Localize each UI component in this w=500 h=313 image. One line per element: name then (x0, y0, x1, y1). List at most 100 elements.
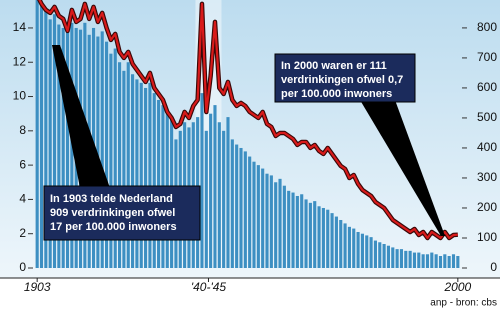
bar (412, 252, 417, 268)
bar (265, 173, 269, 268)
bar (278, 178, 282, 268)
bar (391, 247, 395, 268)
bar (148, 82, 152, 268)
bar (109, 53, 113, 269)
y2-tick-label: 200 (477, 200, 497, 214)
bar (321, 207, 325, 268)
bar (118, 62, 122, 268)
bar (239, 147, 243, 268)
bar (230, 139, 234, 268)
bar (339, 219, 343, 268)
bar (404, 250, 408, 268)
bar (417, 252, 421, 268)
pointer (360, 100, 445, 236)
bar (334, 216, 338, 268)
bar (308, 202, 312, 268)
y-tick-label: 6 (19, 157, 26, 171)
pointer (52, 45, 110, 188)
annotation-text: 17 per 100.000 inwoners (50, 221, 177, 233)
bar (287, 190, 291, 268)
bar (295, 195, 299, 268)
bar (360, 233, 364, 268)
bar (113, 48, 117, 269)
bar (222, 130, 226, 268)
y-tick-label: 0 (19, 260, 26, 274)
bar (135, 79, 139, 268)
bar (269, 175, 273, 268)
y-tick-label: 10 (13, 89, 27, 103)
bar (131, 74, 135, 268)
bar (425, 254, 430, 268)
bar (96, 36, 100, 269)
source: anp - bron: cbs (430, 298, 497, 309)
bar (330, 213, 334, 268)
bar (382, 243, 386, 268)
bar (395, 249, 399, 268)
y-tick-label: 4 (19, 192, 26, 206)
x-tick-label: 1903 (24, 280, 51, 294)
bar (126, 62, 130, 268)
bar (44, 10, 48, 268)
bar (243, 151, 247, 268)
bar (369, 237, 373, 268)
y2-tick-label: 700 (477, 50, 497, 64)
line (38, 0, 458, 240)
bar (65, 31, 70, 269)
bar (57, 24, 61, 268)
bar (152, 93, 156, 269)
bar (200, 93, 204, 269)
x-tick-label: 2000 (443, 280, 471, 294)
bar (261, 168, 265, 268)
annotation-text: 909 verdrinkingen ofwel (50, 207, 175, 219)
annotations: In 1903 telde Nederland 909 verdrinkingen… (43, 45, 445, 241)
bar (386, 245, 391, 268)
annotation-text: per 100.000 inwoners (281, 88, 392, 100)
annotation-text: In 1903 telde Nederland (50, 193, 173, 205)
bar (421, 254, 425, 268)
bar (373, 240, 377, 268)
y-tick-label: 2 (19, 226, 26, 240)
bar (144, 87, 148, 268)
bar (347, 226, 351, 268)
bar (122, 70, 126, 269)
bar (456, 255, 460, 268)
annotation-text: verdrinkingen ofwel 0,7 (281, 74, 403, 86)
bar (248, 156, 252, 268)
bar (300, 194, 304, 268)
bar (352, 228, 356, 268)
y2-tick-label: 0 (490, 260, 497, 274)
bar (35, 0, 39, 268)
bar (447, 255, 451, 268)
bar (434, 254, 438, 268)
y-tick-label: 14 (13, 20, 27, 34)
bar (274, 182, 278, 268)
bar (378, 242, 382, 268)
annotation-box (43, 185, 201, 241)
y-tick-label: 8 (19, 123, 26, 137)
y2-tick-label: 300 (477, 170, 497, 184)
bar (104, 41, 109, 268)
bar (39, 2, 44, 269)
bar (317, 206, 321, 268)
bar (52, 14, 57, 269)
bar (213, 105, 217, 268)
bar (252, 161, 256, 268)
y2-tick-label: 100 (477, 230, 497, 244)
y2-tick-label: 800 (477, 20, 497, 34)
bar (451, 254, 456, 268)
y-tick-label: 12 (13, 54, 27, 68)
bar (139, 82, 143, 268)
bar (217, 122, 221, 268)
y2-tick-label: 600 (477, 80, 497, 94)
bar (291, 192, 295, 268)
bar (399, 249, 404, 268)
bar (282, 185, 286, 268)
bar (226, 117, 230, 268)
bar (48, 19, 52, 268)
x-tick-label: '40-'45 (191, 280, 227, 294)
annotation-box (274, 53, 416, 103)
bar (438, 255, 443, 268)
bar (443, 254, 447, 268)
bar (313, 201, 317, 268)
